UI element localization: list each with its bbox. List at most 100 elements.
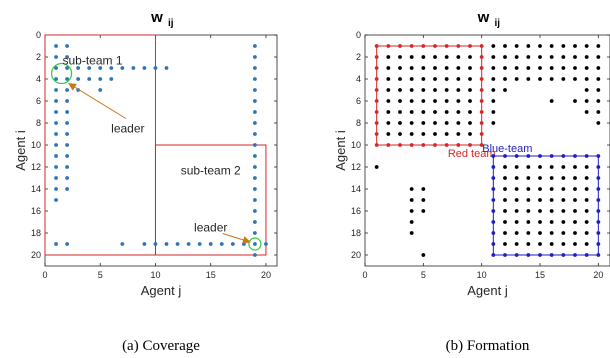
data-point [208, 242, 213, 246]
data-point [421, 198, 426, 202]
chart-title-subscript: ij [495, 18, 501, 29]
data-point [549, 242, 554, 246]
data-point [538, 231, 542, 235]
data-point [253, 154, 257, 158]
data-point [549, 55, 554, 59]
data-point [386, 110, 391, 114]
chart-title: w [150, 9, 163, 26]
y-tick-label: 10 [351, 140, 361, 150]
data-point [573, 187, 577, 191]
data-point [491, 44, 496, 48]
data-point [264, 242, 268, 246]
data-point [409, 231, 414, 235]
data-point [538, 77, 542, 81]
data-point [526, 198, 531, 202]
data-point [491, 121, 496, 125]
data-point [456, 110, 461, 114]
data-point [409, 198, 414, 202]
data-point [596, 110, 601, 114]
y-tick-label: 12 [351, 162, 361, 172]
data-point [409, 110, 414, 114]
data-point [433, 110, 437, 114]
data-point [561, 231, 566, 235]
data-point [584, 99, 589, 103]
data-point [65, 165, 69, 169]
data-point [87, 66, 92, 70]
plot-area [364, 34, 610, 267]
leader-highlight [50, 62, 73, 85]
data-point [253, 231, 257, 235]
data-point [253, 165, 257, 169]
data-point [142, 66, 147, 70]
data-point [76, 77, 81, 81]
data-point [456, 132, 461, 136]
data-point [54, 176, 58, 180]
data-point [573, 165, 577, 169]
data-point [549, 165, 554, 169]
data-point [409, 99, 414, 103]
y-axis-label: Agent i [333, 130, 348, 171]
data-point [549, 176, 554, 180]
data-point [386, 88, 391, 92]
y-tick-label: 20 [31, 250, 41, 260]
data-point [549, 231, 554, 235]
data-point [54, 66, 58, 70]
data-point [468, 55, 472, 59]
data-point [54, 143, 58, 147]
data-point [456, 77, 461, 81]
data-point [514, 220, 519, 224]
data-point [197, 242, 202, 246]
data-point [503, 209, 507, 213]
data-point [573, 231, 577, 235]
data-point [433, 132, 437, 136]
y-tick-label: 8 [356, 118, 361, 128]
data-point [65, 99, 69, 103]
team-label: Red team [448, 148, 496, 160]
data-point [561, 198, 566, 202]
data-point [503, 77, 507, 81]
data-point [596, 55, 601, 59]
data-point [374, 165, 379, 169]
x-tick-label: 0 [362, 270, 367, 280]
data-point [526, 55, 531, 59]
data-point [398, 99, 402, 103]
data-point [409, 187, 414, 191]
data-point [253, 121, 257, 125]
data-point [433, 66, 437, 70]
data-point [409, 88, 414, 92]
x-tick-label: 20 [261, 270, 271, 280]
data-point [573, 242, 577, 246]
data-point [54, 110, 58, 114]
data-point [561, 209, 566, 213]
data-point [538, 220, 542, 224]
data-point [398, 66, 402, 70]
data-point [514, 77, 519, 81]
x-tick-label: 5 [98, 270, 103, 280]
team-label: Blue-team [482, 143, 532, 155]
data-point [253, 99, 257, 103]
data-point [65, 242, 69, 246]
data-point [253, 242, 257, 246]
data-point [561, 44, 566, 48]
y-tick-label: 0 [36, 30, 41, 40]
data-point [526, 77, 531, 81]
data-point [398, 55, 402, 59]
data-point [253, 143, 257, 147]
data-point [164, 242, 169, 246]
data-point [444, 110, 449, 114]
data-point [76, 66, 81, 70]
data-point [398, 132, 402, 136]
x-tick-label: 15 [206, 270, 216, 280]
data-point [514, 242, 519, 246]
data-point [253, 220, 257, 224]
plot-area [44, 34, 278, 267]
data-point [584, 220, 589, 224]
data-point [65, 88, 69, 92]
data-point [444, 88, 449, 92]
data-point [398, 88, 402, 92]
data-point [120, 242, 125, 246]
data-point [526, 209, 531, 213]
data-point [573, 99, 577, 103]
data-point [561, 176, 566, 180]
